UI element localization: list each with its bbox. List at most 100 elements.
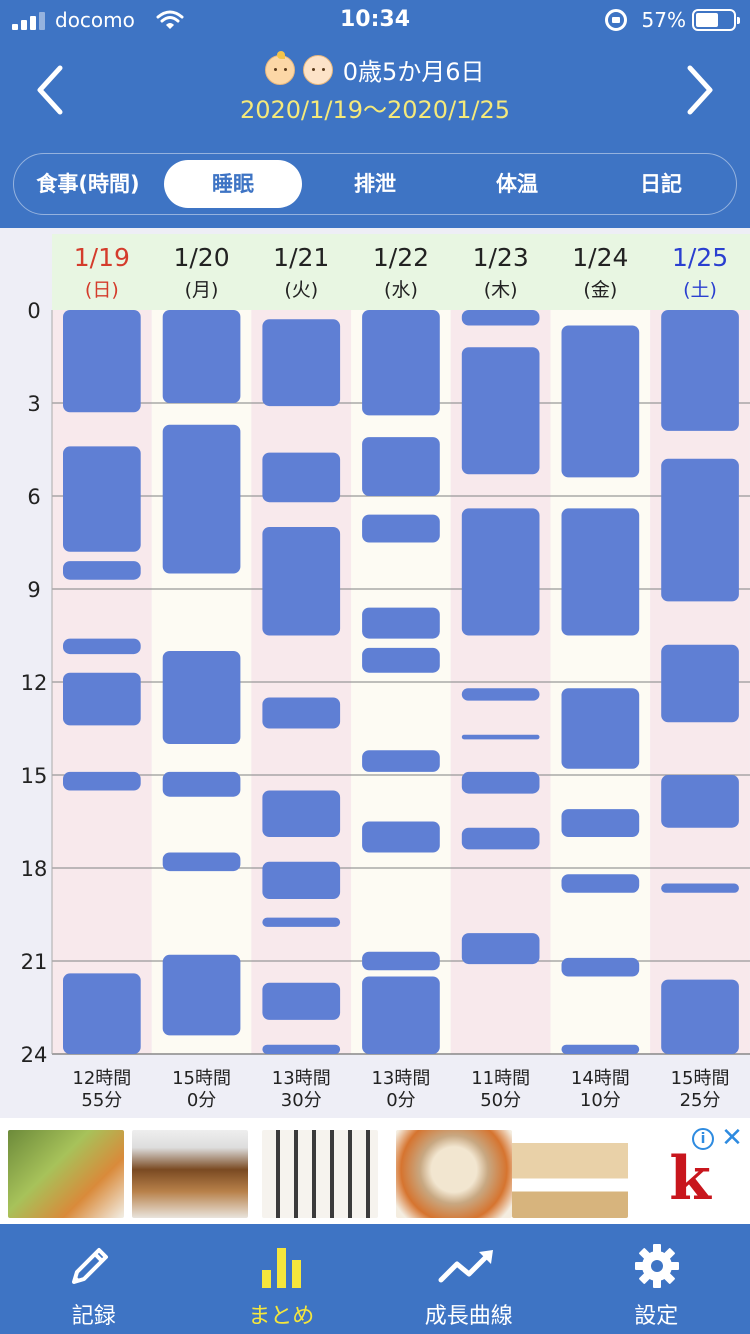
battery-icon: [692, 9, 740, 31]
day-total-hours: 11時間: [471, 1068, 530, 1089]
sleep-bar: [362, 647, 440, 673]
sleep-bar: [561, 957, 640, 977]
sleep-bar: [63, 672, 141, 726]
sleep-bar: [63, 973, 141, 1054]
sleep-bar: [63, 561, 141, 580]
day-total-minutes: 0分: [386, 1090, 415, 1111]
tab-sleep[interactable]: 睡眠: [164, 160, 302, 208]
day-total-hours: 15時間: [172, 1068, 231, 1089]
sleep-bar: [262, 1044, 341, 1054]
vegetables-image[interactable]: [8, 1130, 124, 1218]
status-bar: docomo 10:34 57%: [0, 0, 750, 40]
sleep-bar: [162, 771, 241, 797]
tab-diary[interactable]: 日記: [640, 172, 682, 196]
bar-chart-icon: [261, 1248, 301, 1288]
sleep-bar: [661, 883, 739, 893]
sleep-bar: [661, 458, 739, 602]
previous-week-button[interactable]: [30, 62, 70, 118]
baby-one-icon: [265, 50, 296, 85]
battery-percent: 57%: [641, 8, 686, 32]
day-weekday-label: (火): [284, 279, 318, 301]
age-label: 0歳5か月6日: [342, 58, 485, 86]
baby-two-icon: [303, 54, 334, 85]
next-week-button[interactable]: [680, 62, 720, 118]
day-total-minutes: 0分: [187, 1090, 216, 1111]
close-icon[interactable]: ✕: [721, 1123, 743, 1153]
sleep-bar: [262, 982, 341, 1020]
day-weekday-label: (木): [484, 279, 518, 301]
sleep-bar: [661, 644, 739, 723]
carrier-name: docomo: [55, 8, 135, 32]
nav-record[interactable]: 記録: [0, 1224, 188, 1334]
day-total-minutes: 55分: [81, 1090, 122, 1111]
sleep-bar: [63, 446, 141, 552]
day-total-hours: 15時間: [671, 1068, 730, 1089]
sleep-bar: [561, 874, 640, 893]
day-total-minutes: 25分: [680, 1090, 721, 1111]
info-icon[interactable]: i: [692, 1128, 714, 1150]
sleep-bar: [661, 979, 739, 1054]
day-date-label: 1/24: [572, 243, 628, 272]
nav-growth-label: 成長曲線: [424, 1304, 513, 1329]
sleep-bar: [561, 688, 640, 769]
bread-image[interactable]: [132, 1130, 248, 1218]
sleep-bar: [362, 951, 440, 971]
day-total-minutes: 50分: [480, 1090, 521, 1111]
trend-line-icon: [438, 1250, 493, 1283]
sleep-bar: [162, 310, 241, 403]
day-date-label: 1/19: [74, 243, 130, 272]
clock-time: 10:34: [339, 7, 411, 32]
sleep-bar: [262, 452, 341, 503]
day-weekday-label: (月): [185, 279, 219, 301]
day-total-hours: 12時間: [72, 1068, 131, 1089]
retort-bread-image[interactable]: [512, 1130, 628, 1218]
sleep-bar: [162, 852, 241, 872]
ad-banner[interactable]: k i ✕: [0, 1112, 750, 1224]
sleep-bar: [461, 734, 540, 740]
nav-summary-label: まとめ: [248, 1304, 315, 1329]
day-date-label: 1/23: [473, 243, 529, 272]
wifi-icon: [156, 10, 184, 29]
day-date-label: 1/20: [173, 243, 229, 272]
signal-icon: [12, 12, 48, 30]
sleep-bar: [561, 1044, 640, 1054]
chevron-left-icon: [37, 65, 63, 115]
day-total-hours: 13時間: [371, 1068, 430, 1089]
sleep-bar: [561, 809, 640, 837]
nav-growth-curve[interactable]: 成長曲線: [375, 1224, 563, 1334]
tab-temperature[interactable]: 体温: [496, 172, 538, 196]
sleep-bar: [461, 933, 540, 965]
sleep-bar: [262, 917, 341, 927]
hour-tick-label: 15: [21, 764, 48, 788]
sleep-bar: [362, 437, 440, 496]
tab-meal[interactable]: 食事(時間): [36, 172, 140, 196]
date-range: 2020/1/19〜2020/1/25: [239, 96, 511, 124]
day-weekday-label: (土): [683, 279, 717, 301]
ad-brand-logo[interactable]: k: [669, 1144, 711, 1214]
sleep-bar: [162, 651, 241, 744]
sleep-bar: [362, 750, 440, 772]
day-total-minutes: 10分: [580, 1090, 621, 1111]
day-date-label: 1/25: [672, 243, 728, 272]
bun-image[interactable]: [396, 1130, 512, 1218]
day-total-hours: 13時間: [272, 1068, 331, 1089]
hour-tick-label: 0: [27, 299, 40, 323]
nav-record-label: 記録: [71, 1304, 116, 1329]
sleep-bar: [461, 771, 540, 794]
sleep-bar: [262, 861, 341, 899]
tab-excretion[interactable]: 排泄: [354, 172, 396, 196]
sleep-bar: [362, 607, 440, 639]
sleep-bar: [262, 319, 341, 407]
nav-summary[interactable]: まとめ: [188, 1224, 376, 1334]
sleep-bar: [362, 821, 440, 853]
day-date-label: 1/21: [273, 243, 329, 272]
packaged-items-image[interactable]: [262, 1130, 378, 1218]
sleep-bar: [162, 954, 241, 1036]
sleep-bar: [362, 310, 440, 416]
sleep-bar: [661, 310, 739, 431]
sleep-chart: 1/19 (日) 12時間 55分 1/20 (月) 15時間 0分 1/21 (火) 13時間 30…: [0, 228, 750, 1112]
nav-settings[interactable]: 設定: [563, 1224, 750, 1334]
gear-icon: [634, 1244, 679, 1288]
day-weekday-label: (金): [583, 279, 617, 301]
